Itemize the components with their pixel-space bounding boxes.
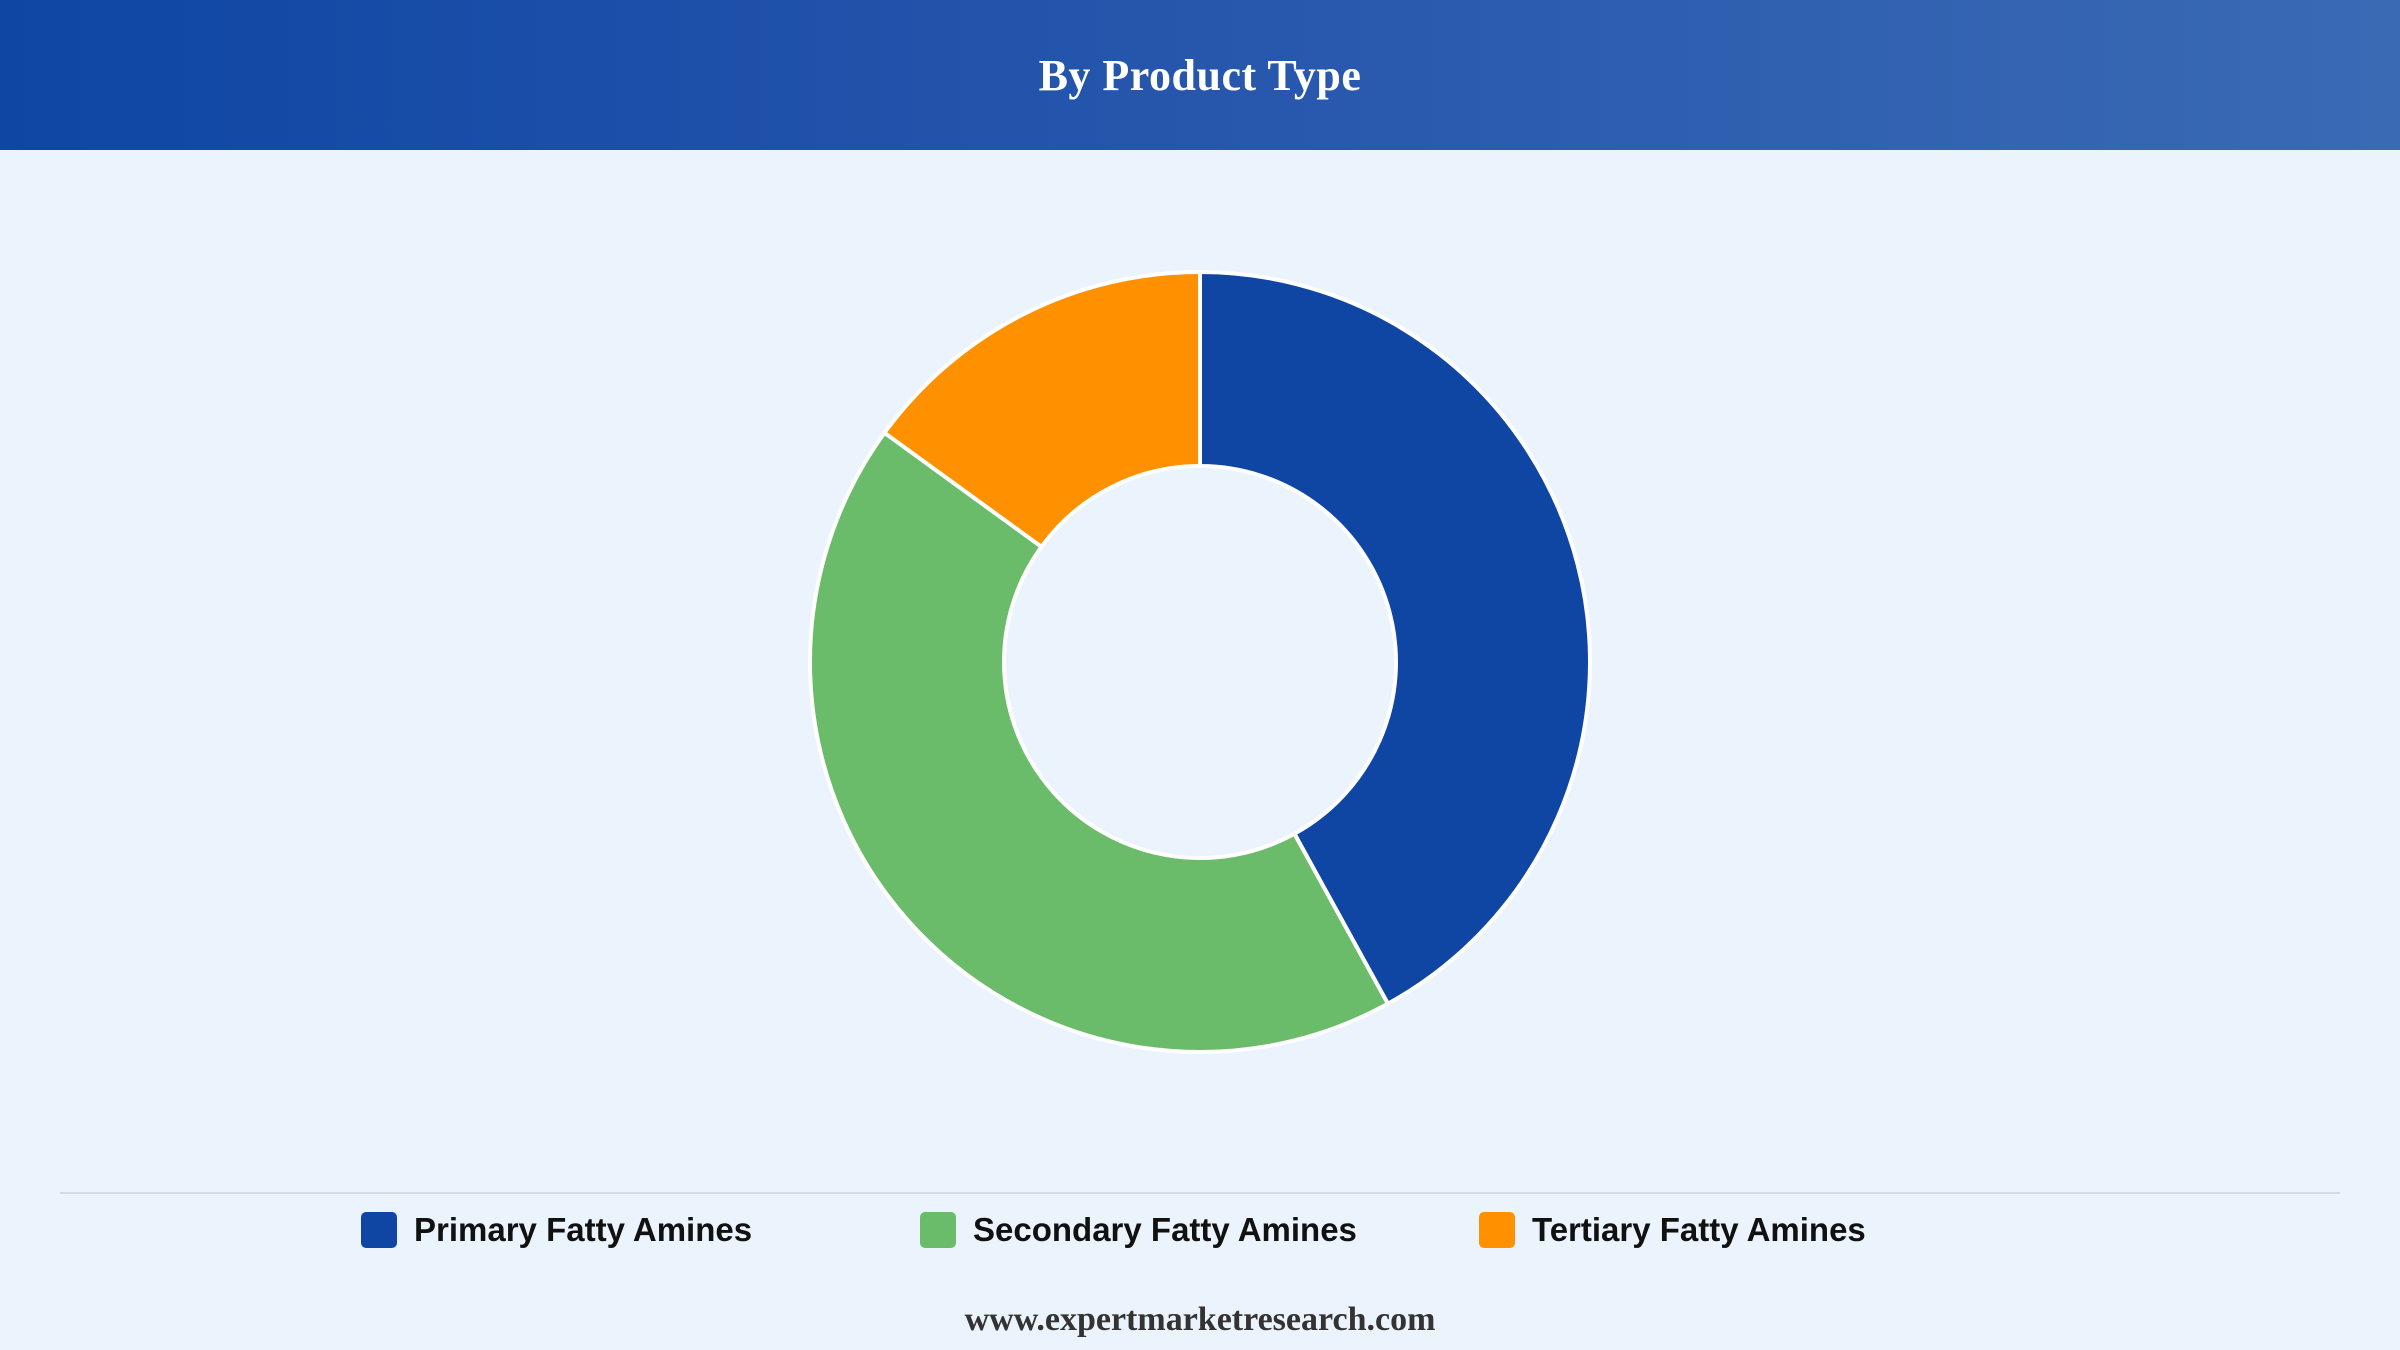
legend-swatch-tertiary <box>1479 1212 1515 1248</box>
legend-label-secondary: Secondary Fatty Amines <box>973 1211 1357 1248</box>
donut-slice-tertiary[interactable] <box>882 270 1202 549</box>
legend-divider <box>60 1192 2340 1194</box>
legend-swatch-secondary <box>920 1212 956 1248</box>
legend-item-primary[interactable]: Primary Fatty Amines <box>361 1205 752 1255</box>
donut-chart <box>808 270 1592 1054</box>
chart-legend: Primary Fatty Amines Secondary Fatty Ami… <box>0 1205 2400 1255</box>
source-footer[interactable]: www.expertmarketresearch.com <box>964 1301 1436 1338</box>
donut-slice-secondary[interactable] <box>808 430 1390 1054</box>
chart-title: By Product Type <box>1038 50 1362 100</box>
legend-swatch-primary <box>361 1212 397 1248</box>
legend-label-tertiary: Tertiary Fatty Amines <box>1532 1211 1866 1248</box>
legend-label-primary: Primary Fatty Amines <box>414 1211 753 1248</box>
legend-item-tertiary[interactable]: Tertiary Fatty Amines <box>1479 1205 1866 1255</box>
chart-header: By Product Type <box>0 0 2400 150</box>
donut-slice-primary[interactable] <box>1198 270 1592 1006</box>
legend-item-secondary[interactable]: Secondary Fatty Amines <box>920 1205 1357 1255</box>
